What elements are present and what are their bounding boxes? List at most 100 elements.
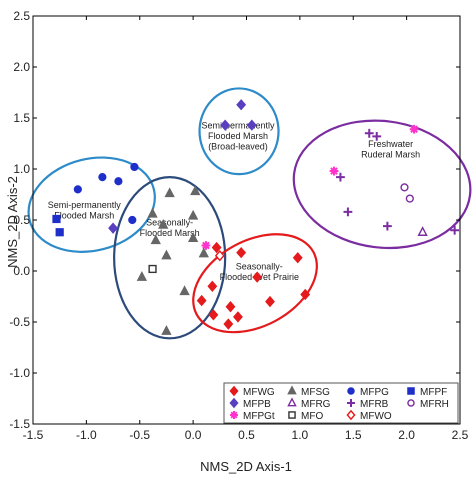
group-label-3-0: Seasonally- — [236, 261, 283, 271]
y-tick-label: 0.0 — [13, 264, 30, 278]
point-mfpb-0 — [236, 99, 247, 111]
point-mfrb-4 — [383, 221, 392, 231]
y-tick-label: -1.0 — [9, 366, 30, 380]
point-mfpb-2 — [246, 119, 257, 131]
point-mfsg-11 — [161, 325, 172, 335]
legend-marker-mfrb — [347, 399, 355, 407]
point-mfpf-1 — [55, 228, 64, 237]
y-tick-label: 0.5 — [13, 213, 30, 227]
group-ellipse-0 — [27, 156, 156, 253]
legend-label-mfsg: MFSG — [301, 387, 330, 398]
legend-label-mfpf: MFPF — [420, 387, 447, 398]
point-mfsg-2 — [147, 207, 158, 218]
group-label-4-1: Ruderal Marsh — [361, 149, 420, 159]
legend-label-mfrb: MFRB — [360, 399, 389, 410]
legend-box — [223, 382, 459, 424]
legend-marker-mfwo — [346, 409, 356, 421]
point-mfwg-7 — [225, 301, 236, 313]
point-mfsg-5 — [187, 232, 199, 243]
point-mfwg-5 — [300, 288, 311, 301]
legend-marker-mfo — [288, 411, 296, 419]
y-tick-label: 2.5 — [13, 9, 30, 23]
axes: -1.5 -1.0 -0.5 0.0 0.5 1.0 1.5 2.0 2.5 -1.5 -1.0 -0… — [9, 9, 468, 442]
legend-label-mfpgt: MFPGt — [243, 411, 275, 422]
group-label-1-2: (Broad-leaved) — [208, 141, 268, 151]
point-mfwg-9 — [233, 311, 243, 323]
point-mfwg-0 — [211, 241, 222, 254]
group-label-0-1: Flooded Marsh — [54, 211, 114, 221]
x-tick-label: -0.5 — [129, 428, 150, 442]
point-mfpgt-0 — [409, 124, 419, 134]
group-ellipse-4 — [292, 119, 472, 250]
point-mfrb-2 — [336, 172, 345, 182]
point-mfsg-6 — [150, 234, 161, 245]
point-mfrb-5 — [450, 225, 460, 235]
legend-marker-mfrg — [287, 397, 297, 407]
legend-label-mfpb: MFPB — [243, 399, 271, 410]
x-tick-label: 0.0 — [185, 428, 202, 442]
x-axis-title: NMS_2D Axis-1 — [200, 459, 292, 474]
legend-marker-mfpgt — [230, 411, 238, 419]
legend-marker-mfpb — [229, 397, 239, 409]
x-tick-label: -1.5 — [23, 428, 44, 442]
point-mfsg-8 — [198, 247, 209, 258]
group-label-4-0: Freshwater — [368, 139, 413, 149]
y-tick-label: 1.0 — [13, 162, 30, 176]
group-label-2-1: Flooded Marsh — [140, 228, 200, 238]
point-mfwg-6 — [265, 295, 275, 308]
point-mfpg-2 — [73, 185, 82, 194]
legend-label-mfo: MFO — [301, 411, 323, 422]
point-mfwo-0 — [214, 250, 225, 262]
point-mfsg-9 — [136, 271, 148, 281]
point-mfwg-1 — [236, 246, 247, 259]
point-mfsg-4 — [158, 218, 169, 229]
point-mfpgt-2 — [201, 241, 211, 250]
point-mfwg-4 — [207, 280, 218, 292]
y-tick-label: 2.0 — [13, 60, 30, 74]
point-mfrg-0 — [417, 226, 428, 236]
point-mfo-0 — [148, 264, 157, 274]
y-tick-label: -0.5 — [9, 315, 30, 329]
y-tick-label: 1.5 — [13, 111, 30, 125]
point-mfrh-1 — [405, 194, 414, 203]
legend-marker-mfwg — [229, 385, 239, 397]
group-ellipse-3 — [192, 233, 318, 334]
legend-marker-mfpg — [347, 387, 355, 395]
x-tick-label: 1.0 — [292, 428, 309, 442]
point-mfsg-7 — [161, 249, 172, 260]
legend-marker-mfrh — [407, 399, 415, 407]
point-mfpf-0 — [52, 214, 61, 224]
point-mfpg-4 — [128, 215, 137, 225]
point-mfwg-11 — [223, 318, 234, 330]
point-mfpgt-1 — [329, 166, 339, 176]
group-label-1-1: Flooded Marsh — [208, 131, 268, 141]
x-tick-label: 0.5 — [238, 428, 255, 442]
point-mfsg-10 — [179, 285, 190, 296]
legend-marker-mfsg — [287, 385, 297, 395]
point-mfpg-0 — [98, 173, 107, 182]
point-mfsg-3 — [187, 209, 199, 220]
point-mfwg-3 — [252, 271, 263, 283]
x-tick-label: 2.0 — [398, 428, 415, 442]
legend-label-mfrh: MFRH — [420, 399, 449, 410]
point-mfpg-1 — [130, 162, 139, 172]
data-points — [52, 99, 460, 335]
point-mfsg-0 — [190, 185, 201, 196]
point-mfrh-0 — [400, 183, 409, 192]
y-axis-title: NMS_2D Axis-2 — [5, 176, 20, 268]
point-mfwg-8 — [196, 294, 207, 307]
point-mfwg-2 — [292, 252, 303, 264]
group-label-0-0: Semi-permanently — [48, 200, 122, 210]
point-mfwg-10 — [208, 309, 219, 321]
x-tick-label: -1.0 — [76, 428, 97, 442]
point-mfpg-3 — [114, 177, 123, 186]
point-mfrb-3 — [343, 207, 353, 217]
point-mfsg-1 — [164, 187, 175, 198]
point-mfpb-3 — [108, 222, 118, 234]
legend-label-mfrg: MFRG — [301, 399, 331, 410]
legend-label-mfpg: MFPG — [360, 387, 389, 398]
group-label-1-0: Semi-permanently — [201, 120, 275, 130]
